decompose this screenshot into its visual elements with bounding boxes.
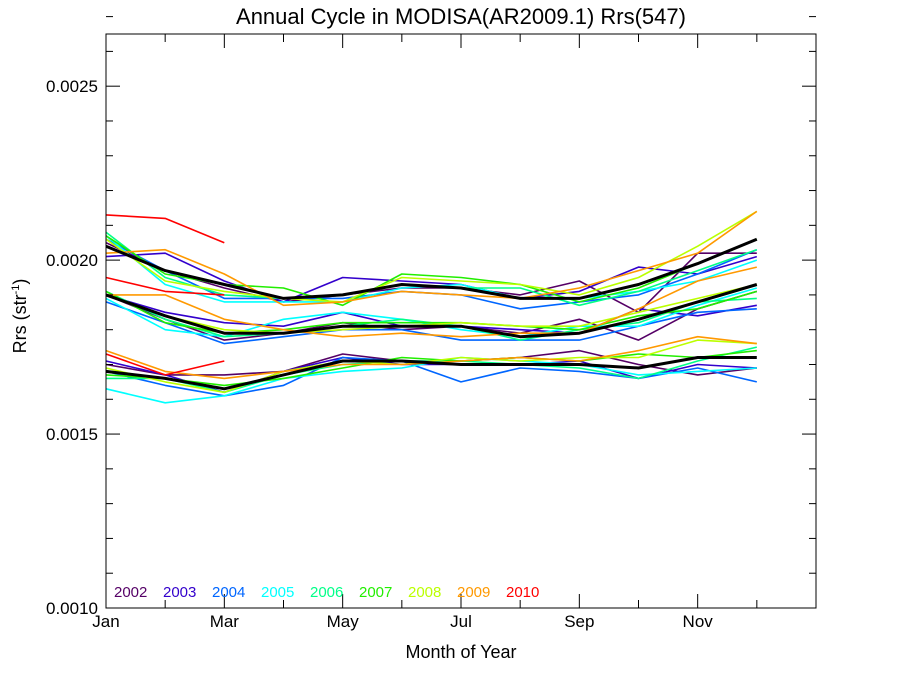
axes: 0.0010 0.0015 0.0020 0.0025 Jan Mar May Jul Sep N… bbox=[46, 16, 817, 631]
legend-item-2006: 2006 bbox=[310, 584, 343, 601]
x-tick-label: Jan bbox=[92, 612, 119, 631]
legend-item-2007: 2007 bbox=[359, 584, 392, 601]
x-tick-label: May bbox=[327, 612, 360, 631]
y-tick-label: 0.0010 bbox=[46, 599, 98, 618]
series-line-16 bbox=[105, 283, 757, 334]
legend-item-2005: 2005 bbox=[261, 584, 294, 601]
series-line-8 bbox=[105, 214, 225, 244]
y-axis-label-tail: ) bbox=[10, 279, 30, 285]
x-tick-label: Sep bbox=[564, 612, 594, 631]
chart-title: Annual Cycle in MODISA(AR2009.1) Rrs(547… bbox=[236, 4, 686, 29]
y-axis-label-base: Rrs (str bbox=[10, 294, 30, 353]
series-line-29 bbox=[105, 356, 757, 391]
series-line-17 bbox=[106, 266, 757, 338]
legend-item-2003: 2003 bbox=[163, 584, 196, 601]
series-line-9 bbox=[105, 237, 758, 300]
x-tick-label: Nov bbox=[683, 612, 714, 631]
y-tick-label: 0.0015 bbox=[46, 425, 98, 444]
series-line-6 bbox=[105, 210, 758, 303]
legend-item-2004: 2004 bbox=[212, 584, 245, 601]
legend-item-2010: 2010 bbox=[506, 584, 539, 601]
series-line-7 bbox=[105, 210, 758, 307]
x-tick-label: Jul bbox=[450, 612, 472, 631]
series-group bbox=[105, 210, 758, 404]
y-tick-label: 0.0025 bbox=[46, 77, 98, 96]
x-tick-label: Mar bbox=[210, 612, 240, 631]
series-line-10 bbox=[105, 290, 758, 341]
series-line-0 bbox=[105, 241, 757, 314]
series-line-28 bbox=[105, 353, 225, 376]
series-line-26 bbox=[105, 339, 757, 394]
legend-item-2008: 2008 bbox=[408, 584, 441, 601]
y-axis-label: Rrs (str-1) bbox=[10, 279, 30, 354]
legend-item-2002: 2002 bbox=[114, 584, 147, 601]
series-line-19 bbox=[105, 283, 758, 339]
legend: 2002 2003 2004 2005 2006 2007 2008 2009 2010 bbox=[114, 584, 539, 601]
x-axis-label: Month of Year bbox=[405, 642, 516, 662]
series-line-18 bbox=[105, 276, 225, 296]
y-axis-label-sup: -1 bbox=[10, 285, 22, 295]
series-line-22 bbox=[105, 356, 757, 397]
legend-item-2009: 2009 bbox=[457, 584, 490, 601]
y-tick-label: 0.0020 bbox=[46, 251, 98, 270]
